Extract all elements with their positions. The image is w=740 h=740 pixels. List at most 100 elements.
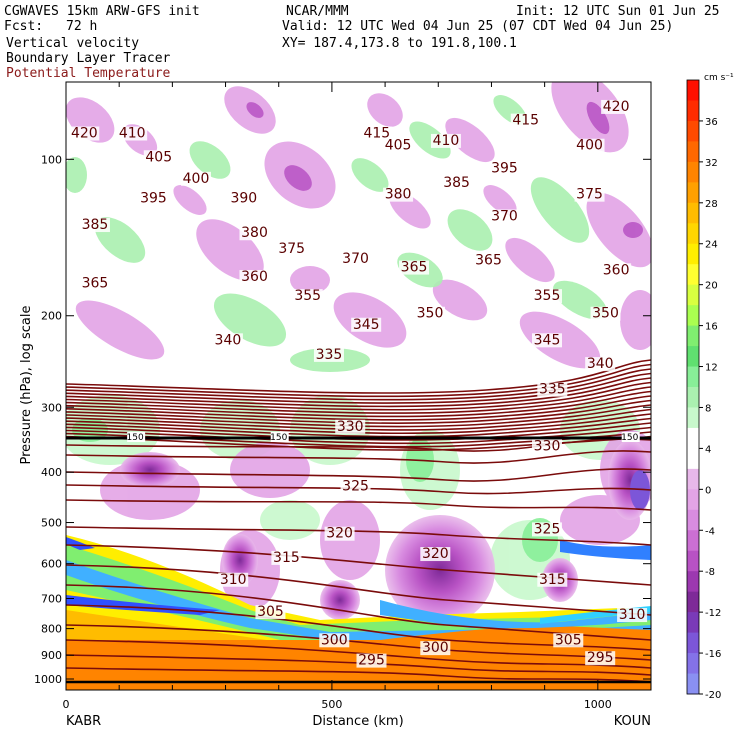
colorbar-label: 28 xyxy=(705,199,718,210)
field-boundary-layer-tracer: Boundary Layer Tracer xyxy=(6,51,171,66)
theta-label-bg xyxy=(537,572,568,587)
colorbar-swatch xyxy=(687,387,699,408)
theta-label-bg xyxy=(489,161,520,176)
theta-label: 365 xyxy=(82,276,109,292)
theta-label-bg xyxy=(239,270,270,285)
theta-label-bg xyxy=(218,572,249,587)
theta-contour-upper xyxy=(66,363,651,398)
y-tick-label: 900 xyxy=(41,649,62,662)
colorbar-label: 8 xyxy=(705,403,711,414)
theta-label: 345 xyxy=(534,332,561,348)
theta-label-bg xyxy=(335,419,366,434)
theta-label-bg xyxy=(590,306,621,321)
tropopause-label-bg xyxy=(270,432,289,442)
theta-contour-upper xyxy=(66,413,651,435)
theta-label-bg xyxy=(340,252,371,267)
colorbar-swatch xyxy=(687,509,699,531)
fcst-label: Fcst: xyxy=(4,19,44,34)
colorbar-swatch xyxy=(687,305,699,327)
colorbar-swatch xyxy=(687,141,699,163)
colorbar-swatch xyxy=(687,653,699,675)
valid-time: Valid: 12 UTC Wed 04 Jun 25 (07 CDT Wed … xyxy=(282,19,674,34)
theta-label: 365 xyxy=(475,253,502,269)
theta-contour xyxy=(66,639,651,669)
theta-contour xyxy=(66,564,651,616)
theta-label-bg xyxy=(617,608,648,623)
theta-label: 340 xyxy=(587,356,614,372)
colorbar-swatch xyxy=(687,325,699,347)
colorbar-swatch xyxy=(687,673,699,695)
field-vertical-velocity: Vertical velocity xyxy=(6,36,140,51)
theta-label-bg xyxy=(143,150,174,165)
theta-label: 345 xyxy=(353,317,380,333)
theta-label: 305 xyxy=(555,632,582,648)
theta-contour xyxy=(66,526,651,546)
theta-label: 340 xyxy=(215,332,242,348)
theta-label: 415 xyxy=(512,113,539,129)
theta-label-bg xyxy=(574,138,605,153)
colorbar-swatch xyxy=(687,161,699,183)
colorbar-swatch xyxy=(687,223,699,245)
theta-label: 390 xyxy=(230,190,257,206)
theta-contour-upper xyxy=(66,386,651,414)
theta-label: 410 xyxy=(433,133,460,149)
colorbar-swatch xyxy=(687,427,699,449)
theta-label: 410 xyxy=(119,126,146,142)
theta-contour xyxy=(66,468,651,482)
theta-contour-upper xyxy=(66,426,651,445)
colorbar-label: 36 xyxy=(705,117,718,128)
theta-label: 315 xyxy=(273,550,300,566)
y-tick-label: 700 xyxy=(41,592,62,605)
theta-label-bg xyxy=(532,333,562,348)
colorbar-swatch xyxy=(687,591,699,613)
theta-label: 350 xyxy=(592,306,619,322)
x-tick-label: 0 xyxy=(63,698,70,711)
x-end-station: KOUN xyxy=(614,714,651,729)
tropopause-label: 150 xyxy=(621,433,638,443)
theta-label: 385 xyxy=(443,175,470,191)
theta-label: 420 xyxy=(71,126,98,142)
theta-contour xyxy=(66,450,651,464)
theta-label-bg xyxy=(473,253,504,268)
colorbar-swatch xyxy=(687,80,699,101)
theta-contour xyxy=(66,544,651,586)
colorbar-swatch xyxy=(687,182,699,204)
colorbar-label: 16 xyxy=(705,322,718,333)
theta-label: 300 xyxy=(321,632,348,648)
colorbar-swatch xyxy=(687,550,699,572)
y-tick-label: 300 xyxy=(41,401,62,414)
theta-label-bg xyxy=(420,547,451,562)
theta-label: 335 xyxy=(539,382,566,398)
theta-contour-upper xyxy=(66,372,651,404)
theta-label: 320 xyxy=(326,526,353,542)
theta-label: 295 xyxy=(358,653,385,669)
theta-label-bg xyxy=(574,187,605,202)
theta-contour-upper xyxy=(66,390,651,418)
colorbar-swatch xyxy=(687,366,699,388)
theta-contours xyxy=(66,359,651,683)
theta-label-bg xyxy=(69,126,100,141)
theta-label-bg xyxy=(420,641,451,656)
theta-label: 370 xyxy=(342,251,369,267)
theta-label-bg xyxy=(441,175,472,190)
theta-contour-upper xyxy=(66,399,651,424)
colorbar-frame xyxy=(686,79,700,695)
tropopause-label: 150 xyxy=(127,433,144,443)
theta-label-bg xyxy=(324,526,355,541)
x-tick-label: 1000 xyxy=(584,698,612,711)
theta-label-bg xyxy=(532,439,562,454)
theta-label-bg xyxy=(489,209,520,224)
colorbar-swatch xyxy=(687,489,699,511)
theta-label-bg xyxy=(399,260,430,275)
colorbar-swatch xyxy=(687,264,699,286)
tropopause-label: 150 xyxy=(270,433,287,443)
x-axis-label: Distance (km) xyxy=(312,714,403,729)
theta-label-bg xyxy=(585,651,616,666)
colorbar-swatch xyxy=(687,346,699,368)
colorbar-label: -16 xyxy=(705,649,721,660)
y-tick-label: 800 xyxy=(41,623,62,636)
y-tick-label: 500 xyxy=(41,517,62,530)
colorbar-unit: cm s⁻¹ xyxy=(704,73,734,83)
theta-label-bg xyxy=(361,126,392,141)
colorbar-label: 12 xyxy=(705,363,718,374)
